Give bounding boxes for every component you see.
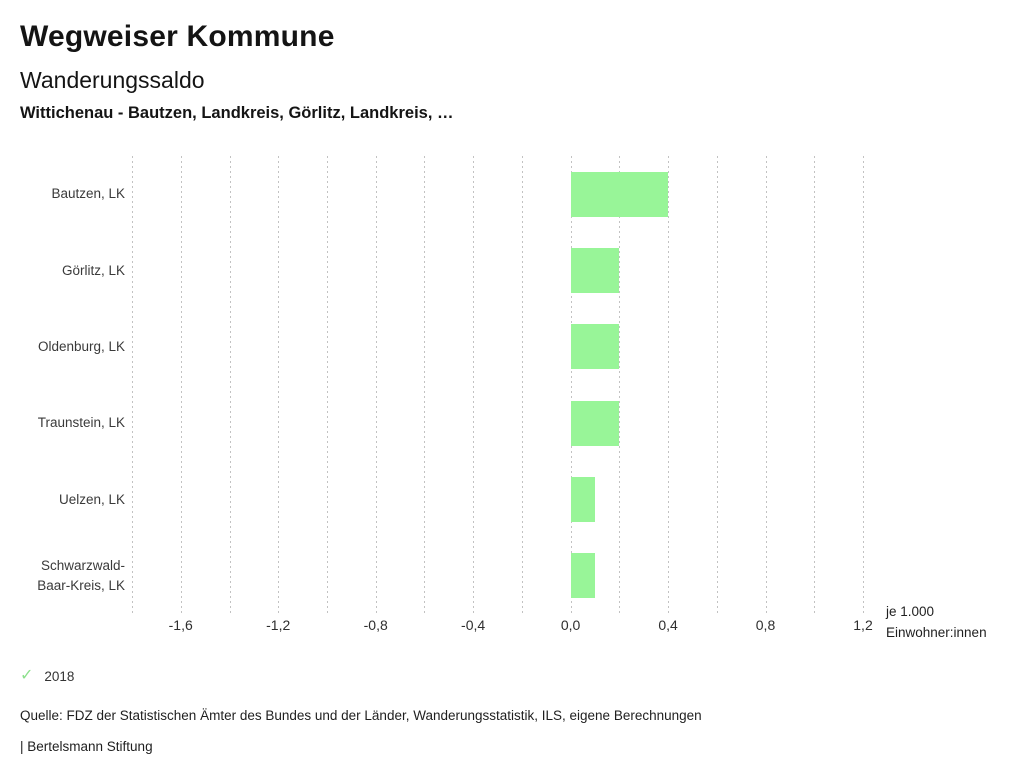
bar[interactable]: [570, 324, 620, 370]
bar[interactable]: [570, 248, 620, 293]
legend-year-label: 2018: [44, 668, 75, 684]
x-axis-ticks: -1,6 -1,2 -0,8 -0,4 0,0 0,4 0,8 1,2: [132, 617, 873, 635]
category-label: Uelzen, LK: [58, 491, 125, 507]
x-tick-label: -1,6: [168, 617, 193, 633]
gridline: [619, 156, 621, 614]
x-tick-label: 0,0: [560, 617, 581, 633]
category-label: Schwarzwald-Baar-Kreis, LK: [37, 557, 125, 593]
category-label: Görlitz, LK: [61, 262, 125, 278]
gridline: [716, 156, 718, 614]
gridline: [473, 156, 475, 614]
bar[interactable]: [570, 477, 595, 522]
x-tick-label: 1,2: [853, 617, 873, 633]
gridline: [668, 156, 670, 614]
chart-title: Wanderungssaldo: [20, 67, 205, 93]
x-tick-label: 0,4: [658, 617, 678, 633]
bar[interactable]: [570, 400, 620, 446]
category-axis-labels: Bautzen, LK Görlitz, LK Oldenburg, LK Traun…: [14, 156, 125, 614]
gridline: [278, 156, 280, 614]
gridline: [229, 156, 231, 614]
category-label: Bautzen, LK: [51, 186, 125, 202]
plot-area: [132, 156, 864, 614]
gridline: [570, 156, 572, 614]
x-tick-label: -1,2: [266, 617, 291, 633]
chart-subtitle: Wittichenau - Bautzen, Landkreis, Görlit…: [20, 104, 454, 122]
attribution-note: | Bertelsmann Stiftung: [20, 739, 153, 754]
app-title: Wegweiser Kommune: [20, 20, 335, 53]
category-label: Traunstein, LK: [37, 415, 125, 431]
x-axis-unit-label: je 1.000 Einwohner:innen: [886, 601, 987, 643]
legend-item-2018[interactable]: ✓ 2018: [20, 668, 74, 684]
gridline: [765, 156, 767, 614]
gridline: [326, 156, 328, 614]
bar[interactable]: [570, 553, 595, 599]
x-tick-label: -0,4: [461, 617, 486, 633]
gridline: [521, 156, 523, 614]
gridline: [424, 156, 426, 614]
check-icon: ✓: [20, 667, 34, 684]
x-axis-unit-line1: je 1.000: [886, 604, 935, 619]
category-label: Oldenburg, LK: [37, 338, 125, 354]
bar[interactable]: [570, 171, 669, 217]
gridline: [814, 156, 816, 614]
gridline: [132, 156, 133, 614]
gridline: [863, 156, 864, 614]
x-axis-unit-line2: Einwohner:innen: [886, 625, 987, 640]
x-tick-label: 0,8: [755, 617, 776, 633]
source-note: Quelle: FDZ der Statistischen Ämter des …: [20, 708, 702, 723]
gridline: [180, 156, 182, 614]
gridline: [375, 156, 377, 614]
x-tick-label: -0,8: [363, 617, 388, 633]
